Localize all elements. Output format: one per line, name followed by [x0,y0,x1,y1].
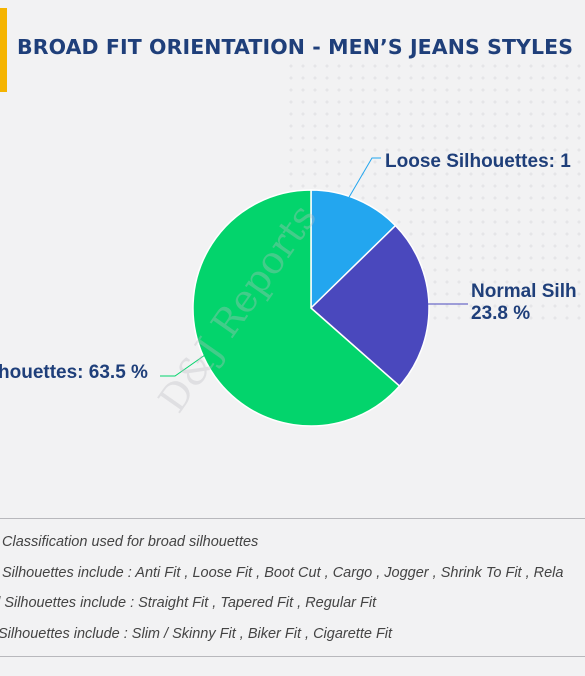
notes-line-loose: Silhouettes include : Anti Fit , Loose F… [2,564,564,581]
leader-lines [160,157,468,377]
pie-slice-normal [309,224,430,388]
leader-line-fitted [160,354,206,377]
pie-slice-loose [310,189,397,310]
slice-label-normal: Normal Silh 23.8 % [471,281,577,325]
notes-bottom-divider [0,656,585,657]
notes-heading: Classification used for broad silhouette… [2,534,259,550]
notes-line-fitted: Silhouettes include : Slim / Skinny Fit … [0,625,393,642]
title-accent-bar [0,8,7,92]
slice-label-fitted: houettes: 63.5 % [0,362,148,383]
pie-chart [160,157,468,427]
notes-line-normal: al Silhouettes include : Straight Fit , … [0,595,377,611]
leader-line-loose [347,157,381,200]
classification-notes: Classification used for broad silhouette… [0,532,563,654]
notes-top-divider [0,518,585,519]
slice-label-loose: Loose Silhouettes: 1 [385,151,571,172]
pie-slices [192,189,430,427]
slice-label-normal-name: Normal Silh [471,281,577,302]
page-title: BROAD FIT ORIENTATION - MEN’S JEANS STYL… [17,35,574,59]
slice-label-normal-value: 23.8 % [471,303,531,324]
